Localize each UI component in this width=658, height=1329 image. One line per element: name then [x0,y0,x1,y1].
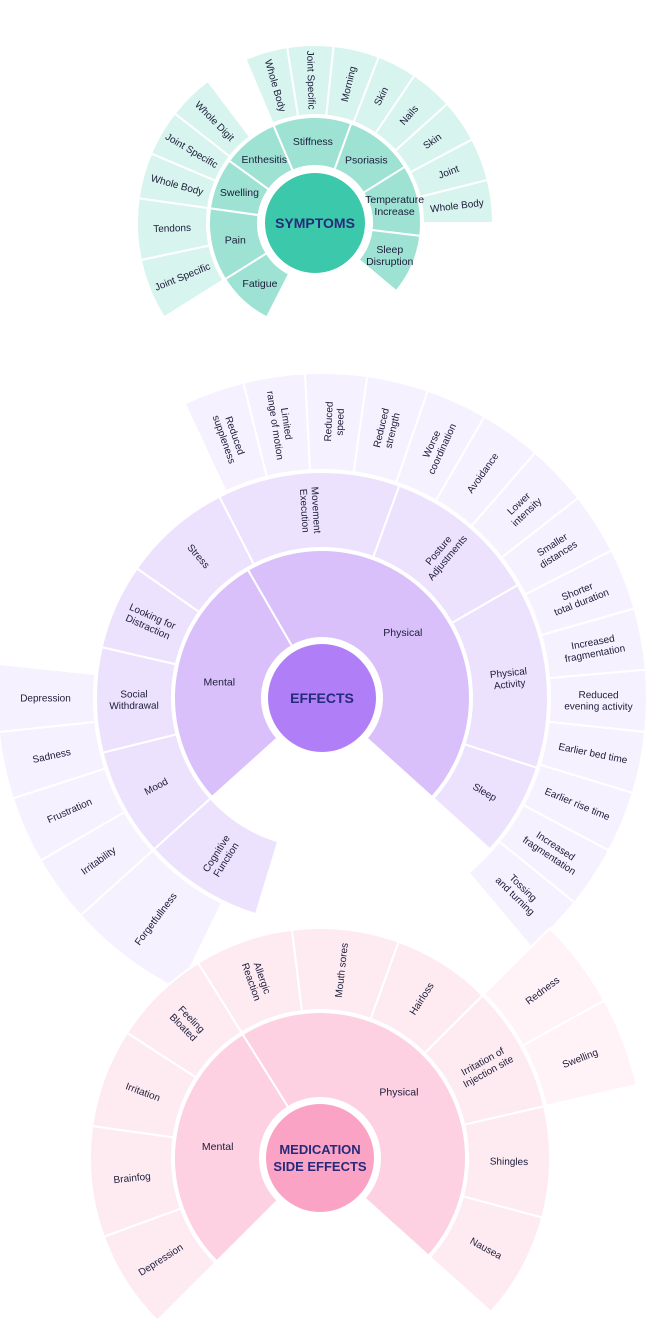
effects-center-circle [264,640,380,756]
effects-label-depression: Depression [20,694,71,705]
symptoms-label-joint-specific: Joint Specific [304,50,317,109]
effects-ring1: Mental Physical [173,549,471,799]
medication-label-physical: Physical [379,1086,418,1098]
symptoms-label-sleep-disruption: Sleep Disruption [366,244,413,268]
medication-label-mental: Mental [202,1141,234,1153]
symptoms-title: SYMPTOMS [275,215,355,231]
effects-segment-physical [246,549,471,799]
effects-label-social-withdrawal: Social Withdrawal [109,689,159,712]
symptoms-center-circle [261,169,369,277]
effects-segment-mental [173,568,294,799]
symptoms-ring1: Fatigue Pain Swelling Enthesitis Stiffness Ps… [208,116,424,319]
symptoms-label-pain: Pain [225,235,246,247]
effects-segment-tossing-and-turning [467,840,576,949]
medication-segment-mental [173,1032,290,1263]
effects-segment-sleep [432,743,539,851]
effects-segment-depression [0,663,97,733]
medication-label-shingles: Shingles [490,1156,529,1168]
effects-label-mental: Mental [204,676,236,688]
symptoms-segment-whole-body [418,178,495,224]
medication-ring2: DepressionBrainfogIrritationFeelingBloat… [89,927,551,1323]
symptoms-label-enthesitis: Enthesitis [242,154,288,166]
symptoms-segment-sleep-disruption [357,228,422,293]
effects-title: EFFECTS [290,690,354,706]
symptoms-label-swelling: Swelling [220,187,259,199]
symptoms-label-fatigue: Fatigue [242,278,277,290]
effects-ring3: ForgetfullnessIrritabilityFrustrationSad… [0,372,648,992]
medication-label-brainfog: Brainfog [113,1171,151,1186]
symptoms-label-tendons: Tendons [153,223,191,235]
medication-ring1: Mental Physical [173,1011,467,1263]
medication-segment-swelling [521,999,638,1108]
symptoms-label-psoriasis: Psoriasis [345,154,388,166]
medication-title: MEDICATION SIDE EFFECTS [273,1142,367,1174]
medication-segment-nausea [428,1195,544,1314]
effects-label-reduced-speed: Reducedspeed [323,401,347,442]
medication-segment-physical [241,1011,467,1258]
effects-label-physical-activity: PhysicalActivity [489,666,528,692]
effects-label-movement-execution: MovementExecution [297,486,322,534]
symptoms-segment-whole-digit [173,79,252,158]
symptoms-label-stiffness: Stiffness [293,136,333,148]
medication-center-circle [262,1100,378,1216]
effects-label-reduced-evening-activity: Reduced evening activity [564,690,633,713]
effects-label-physical: Physical [383,627,422,639]
symptoms-label-temperature-increase: Temperature Increase [365,194,424,218]
